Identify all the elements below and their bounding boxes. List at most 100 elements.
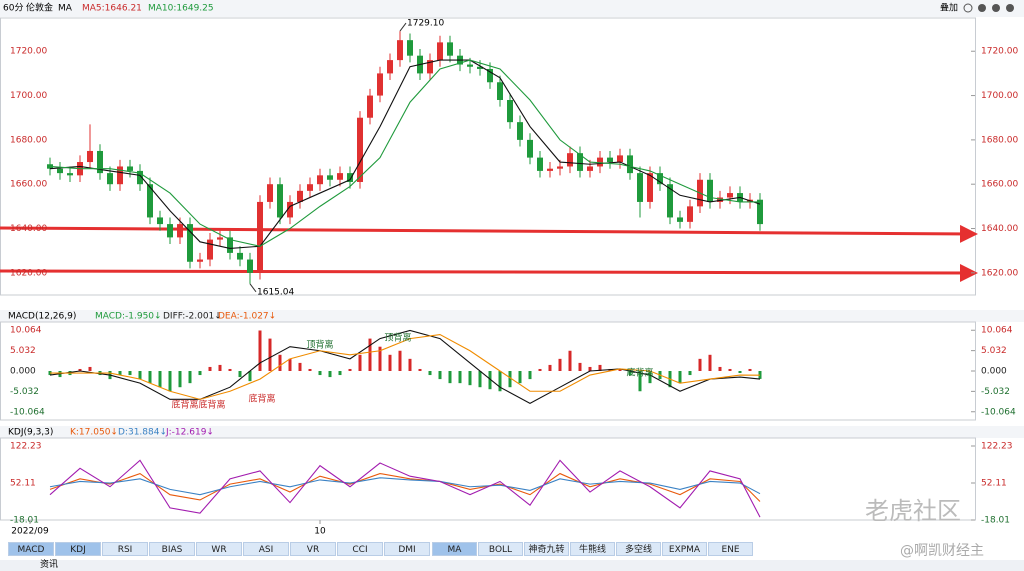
- y-tick-label: 1720.00: [981, 47, 1018, 57]
- candle-body: [537, 157, 543, 171]
- candle-body: [607, 157, 613, 163]
- icon[interactable]: [963, 3, 973, 13]
- tab[interactable]: RSI: [102, 542, 148, 556]
- candle-body: [307, 184, 313, 191]
- candle-body: [617, 155, 623, 163]
- frame: [0, 321, 976, 421]
- y-tick-label: 1680.00: [10, 135, 47, 145]
- annotation: 顶背离: [306, 339, 333, 351]
- candle-body: [67, 173, 73, 176]
- icon[interactable]: [1006, 4, 1014, 12]
- indicator: MA: [58, 4, 73, 14]
- candle-body: [337, 173, 343, 180]
- tab[interactable]: ENE: [708, 542, 753, 556]
- y-tick-label: 5.032: [10, 346, 36, 356]
- candle-body: [497, 82, 503, 100]
- ma10-label: MA10:1649.25: [148, 4, 214, 14]
- line: [49, 59, 761, 250]
- y-tick-label: 1640.00: [10, 224, 47, 234]
- candle-body: [397, 40, 403, 61]
- y-tick-label: 1680.00: [981, 135, 1018, 145]
- y-tick-label: -5.032: [10, 387, 39, 397]
- line: [49, 477, 761, 496]
- candle-body: [257, 201, 263, 273]
- candle-body: [597, 157, 603, 167]
- y-tick-label: -18.01: [981, 516, 1010, 526]
- annotation: 底背离: [626, 367, 653, 379]
- panel-header: [0, 426, 1024, 438]
- watermark: 老虎社区: [865, 497, 961, 525]
- panel-header: [0, 310, 1024, 322]
- candle-body: [527, 139, 533, 158]
- tab[interactable]: BIAS: [149, 542, 195, 556]
- candle-body: [207, 239, 213, 260]
- tab[interactable]: 牛熊线: [570, 542, 615, 556]
- candle-body: [137, 170, 143, 185]
- d-label: D:31.884↓: [118, 428, 167, 438]
- tab[interactable]: EXPMA: [662, 542, 707, 556]
- y-tick-label: 10.064: [981, 326, 1013, 336]
- tab[interactable]: MA: [432, 542, 477, 556]
- annotation-line: [249, 283, 257, 293]
- tab[interactable]: 神奇九转: [524, 542, 569, 556]
- candle-body: [187, 224, 193, 262]
- y-tick-label: 1700.00: [981, 91, 1018, 101]
- line: [49, 472, 761, 502]
- annotation-line: [399, 22, 407, 32]
- chart: 60分 伦敦金 MA MA5:1646.21 MA10:1649.25 叠加 M…: [0, 0, 1024, 537]
- tab[interactable]: 多空线: [616, 542, 661, 556]
- candle-body: [97, 150, 103, 174]
- y-tick-label: 122.23: [981, 442, 1013, 452]
- tab[interactable]: BOLL: [478, 542, 523, 556]
- y-tick-label: 1640.00: [981, 224, 1018, 234]
- dea-label: DEA:-1.027↓: [218, 312, 276, 322]
- x-tick-label: 10: [314, 527, 326, 537]
- line: [49, 459, 761, 518]
- watermark: @啊凯财经主: [900, 543, 984, 559]
- y-tick-label: -10.064: [981, 407, 1016, 417]
- y-tick-label: 1620.00: [981, 268, 1018, 278]
- candle-body: [717, 197, 723, 202]
- tab[interactable]: WR: [196, 542, 242, 556]
- candle-body: [357, 117, 363, 182]
- candle-body: [647, 173, 653, 202]
- y-tick-label: -5.032: [981, 387, 1010, 397]
- tab[interactable]: KDJ: [55, 542, 101, 556]
- icon[interactable]: [978, 4, 986, 12]
- tab[interactable]: ASI: [243, 542, 289, 556]
- period: 60分: [3, 3, 23, 14]
- overlay-button[interactable]: 叠加: [940, 3, 958, 14]
- annotation: 底背离: [248, 393, 275, 405]
- candle-body: [347, 173, 353, 182]
- annotation: 底背离: [171, 399, 198, 411]
- candle-body: [237, 252, 243, 260]
- tab[interactable]: CCI: [337, 542, 383, 556]
- candle-body: [217, 237, 223, 240]
- y-tick-label: 5.032: [981, 346, 1007, 356]
- drawn-arrow: [0, 224, 978, 243]
- candle-body: [377, 73, 383, 96]
- candle-body: [437, 42, 443, 61]
- candle-body: [167, 224, 173, 238]
- k-label: K:17.050↓: [70, 428, 118, 438]
- y-tick-label: -10.064: [10, 407, 45, 417]
- candle-body: [87, 150, 93, 163]
- candle-body: [447, 42, 453, 56]
- candle-body: [157, 217, 163, 225]
- candle-body: [677, 217, 683, 222]
- candle-body: [367, 95, 373, 118]
- tab[interactable]: VR: [290, 542, 336, 556]
- candle-body: [117, 166, 123, 185]
- drawn-arrow: [0, 263, 978, 282]
- icon[interactable]: [992, 4, 1000, 12]
- candle-body: [387, 60, 393, 74]
- candle-body: [637, 173, 643, 202]
- tab[interactable]: DMI: [384, 542, 430, 556]
- candle-body: [577, 153, 583, 171]
- tab[interactable]: MACD: [8, 542, 54, 556]
- footer-tab[interactable]: 资讯: [40, 560, 59, 570]
- candle-body: [287, 201, 293, 218]
- macd-title: MACD(12,26,9): [8, 312, 76, 322]
- candle-body: [277, 184, 283, 218]
